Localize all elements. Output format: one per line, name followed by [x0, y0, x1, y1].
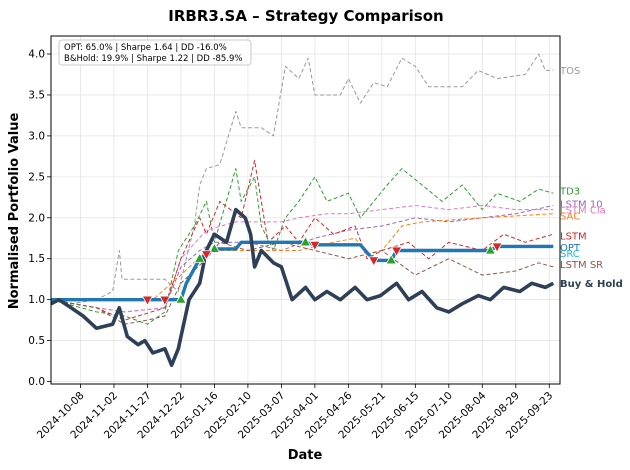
x-axis-label: Date: [288, 448, 323, 463]
end-label-lstm-10: LSTM 10: [560, 199, 603, 210]
buy-marker: [484, 244, 497, 255]
end-label-td3: TD3: [559, 186, 580, 197]
sell-marker: [159, 295, 171, 306]
end-label-opt: OPT: [560, 243, 581, 254]
stats-annotation-line-2: B&Hold: 19.9% | Sharpe 1.22 | DD -85.9%: [64, 54, 243, 64]
series-line-lstm-cla: [50, 205, 554, 313]
y-tick-label: 0.0: [28, 376, 45, 388]
y-tick-label: 1.5: [28, 253, 45, 265]
stats-annotation-line-1: OPT: 65.0% | Sharpe 1.64 | DD -16.0%: [64, 43, 227, 53]
y-tick-label: 3.0: [28, 130, 45, 142]
sell-marker: [200, 250, 213, 261]
buy-marker: [299, 236, 312, 247]
series-line-tos: [50, 53, 554, 305]
end-label-lstm-sr: LSTM SR: [560, 260, 603, 271]
buy-marker: [385, 254, 397, 265]
sell-marker: [390, 246, 403, 257]
buy-marker: [194, 252, 206, 263]
sell-marker: [368, 256, 380, 267]
end-label-sac: SAC: [560, 211, 580, 222]
buy-marker: [175, 293, 187, 304]
buy-marker: [208, 242, 221, 253]
sell-marker: [141, 295, 154, 306]
y-tick-label: 4.0: [28, 49, 45, 61]
y-tick-label: 2.5: [28, 171, 45, 183]
y-tick-label: 3.5: [28, 89, 45, 101]
stats-annotation: OPT: 65.0% | Sharpe 1.64 | DD -16.0% B&H…: [58, 39, 252, 66]
end-label-tos: TOS: [559, 66, 580, 77]
y-tick-label: 0.5: [28, 335, 45, 347]
chart-title: IRBR3.SA – Strategy Comparison: [168, 7, 443, 25]
trade-markers: [141, 236, 503, 306]
end-label-lstm: LSTM: [560, 231, 587, 242]
series-line-sac: [51, 213, 554, 301]
series-line-td3: [50, 168, 554, 325]
stats-annotation-box: [58, 39, 252, 66]
series-line-buy-hold: [50, 207, 555, 368]
sell-marker: [491, 242, 503, 253]
y-tick-label: 2.0: [28, 212, 45, 224]
end-label-buy-hold: Buy & Hold: [560, 279, 623, 290]
end-label-lstm-cla: LSTM Cla: [560, 205, 606, 216]
y-axis-ticks: 0.0 0.5 1.0 1.5 2.0 2.5 3.0 3.5 4.0: [28, 49, 51, 388]
y-axis-label: Normalised Portfolio Value: [7, 113, 22, 310]
sell-marker: [309, 240, 321, 252]
y-tick-label: 1.0: [28, 294, 45, 306]
plot-frame: [50, 35, 561, 385]
end-label-src: SRC: [560, 249, 580, 260]
